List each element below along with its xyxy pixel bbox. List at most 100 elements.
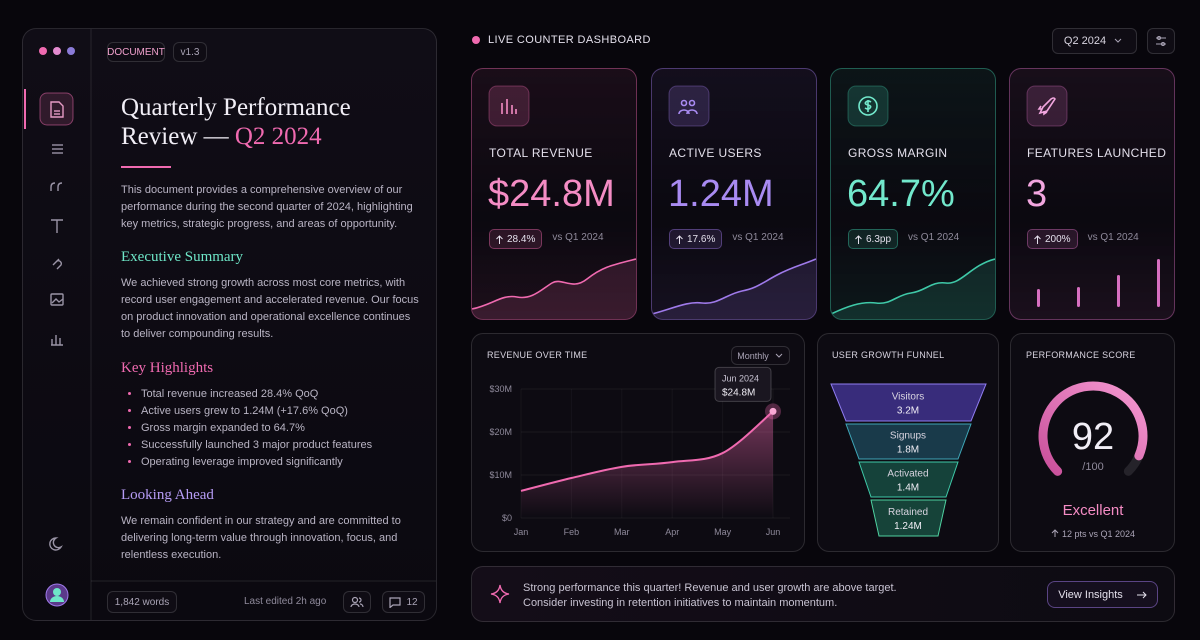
up-arrow <box>676 234 683 244</box>
x-tick-label: Jun <box>766 527 781 537</box>
y-tick-label: $10M <box>489 470 512 480</box>
up-arrow <box>855 234 862 244</box>
dot <box>67 47 75 55</box>
tooltip-box <box>714 366 772 402</box>
kpi-label: FEATURES LAUNCHED <box>1027 146 1167 160</box>
shape <box>490 584 510 604</box>
sparkline-area <box>472 259 636 319</box>
change-pill: 6.3pp <box>848 229 899 249</box>
collaborators-button[interactable] <box>343 591 371 613</box>
shape <box>775 353 783 358</box>
shape <box>52 258 62 270</box>
shape <box>50 101 64 118</box>
chevron <box>1114 38 1122 43</box>
dot <box>1157 36 1161 40</box>
version: v1.3 <box>173 42 207 62</box>
dot <box>53 588 61 596</box>
y-tick-label: $0 <box>502 513 512 523</box>
view-insights-button[interactable]: View Insights <box>1047 581 1158 608</box>
shape <box>51 298 64 304</box>
funnel-title: USER GROWTH FUNNEL <box>832 350 945 360</box>
filter-button[interactable] <box>1147 28 1175 54</box>
score-rating: Excellent <box>1063 502 1125 519</box>
arrow-path <box>1034 234 1041 244</box>
badge: DOCUMENT <box>107 42 165 62</box>
revenue-chart: $0 $10M $20M $30M Jan Feb Mar Apr May Jun Jun 2024… <box>489 366 790 537</box>
interval: Monthly <box>737 350 769 361</box>
sparkline-area <box>652 259 816 319</box>
x-tick-label: Jan <box>514 527 529 537</box>
revenue-card: REVENUE OVER TIME Monthly $0 $10M $20M $30M… <box>471 333 805 552</box>
arrow-path <box>855 234 862 244</box>
funnel: Visitors 3.2M Signups 1.8M Activated 1.4M Reta… <box>830 383 987 537</box>
highlight-item: Gross margin expanded to 64.7% <box>141 420 431 437</box>
score-max: /100 <box>1082 461 1103 473</box>
kpi-label: ACTIVE USERS <box>669 146 762 160</box>
kpi-card: GROSS MARGIN 64.7% 6.3pp vs Q1 2024 <box>830 68 996 320</box>
y-tick-label: $20M <box>489 427 512 437</box>
score-value: 92 <box>1072 416 1114 458</box>
shape <box>24 89 26 129</box>
point <box>769 407 777 415</box>
gauge: 92/100 Excellent 12 pts vs Q1 2024 <box>1038 381 1148 539</box>
kpi-card: TOTAL REVENUE $24.8M 28.4% vs Q1 2024 <box>471 68 637 320</box>
x-tick-label: Mar <box>614 527 630 537</box>
highlight-item: Operating leverage improved significantl… <box>141 454 431 471</box>
change-value: 28.4% <box>507 233 536 245</box>
funnel-stage <box>845 423 972 460</box>
shape <box>1114 38 1122 43</box>
interval-select[interactable]: Monthly <box>731 346 790 365</box>
insight-line: Consider investing in retention initiati… <box>523 597 838 609</box>
deco-bar <box>1077 287 1080 307</box>
shape <box>50 101 64 118</box>
icon-path <box>1037 97 1056 116</box>
highlight-item: Successfully launched 3 major product fe… <box>141 437 431 454</box>
shape <box>50 596 64 602</box>
window-chrome <box>24 29 436 620</box>
title-text: Quarterly Performance Review — <box>121 94 351 150</box>
section-heading: Key Highlights <box>121 360 214 376</box>
kpi-label: GROSS MARGIN <box>848 146 948 160</box>
kpi-icon <box>678 99 698 115</box>
stage-value: 1.24M <box>894 521 922 532</box>
tooltip-title: Jun 2024 <box>722 373 759 383</box>
dot <box>53 47 61 55</box>
kpi-graphics <box>652 85 816 319</box>
shape <box>51 219 63 233</box>
funnel-stage <box>870 499 947 537</box>
period-select[interactable]: Q2 2024 <box>1052 28 1137 54</box>
funnel-stage <box>830 383 987 422</box>
up-arrow <box>1051 529 1059 537</box>
shape <box>49 537 63 551</box>
shape <box>350 597 364 608</box>
shape <box>389 596 402 608</box>
icon-box <box>1026 85 1068 127</box>
icon-path <box>678 99 698 115</box>
insight-banner: Strong performance this quarter! Revenue… <box>471 566 1175 622</box>
stage-value: 3.2M <box>897 406 919 417</box>
arrow-path <box>676 234 683 244</box>
up-arrow <box>496 234 503 244</box>
highlight-list: Total revenue increased 28.4% QoQActive … <box>123 386 431 471</box>
gauge-value <box>1038 381 1148 476</box>
sparkle-icon <box>490 584 510 604</box>
shape <box>39 92 74 126</box>
dot <box>472 36 480 44</box>
comments-button[interactable]: 12 <box>382 591 425 613</box>
chevron <box>775 353 783 358</box>
kpi-value: $24.8M <box>488 173 615 215</box>
kpi-label: TOTAL REVENUE <box>489 146 593 160</box>
arrow-icon <box>1136 591 1147 598</box>
section-body: We remain confident in our strategy and … <box>121 515 401 561</box>
filter-icon <box>1156 36 1166 46</box>
stage-value: 1.8M <box>897 445 919 456</box>
sparkline <box>652 258 816 315</box>
section-heading: Looking Ahead <box>121 487 214 503</box>
dot <box>351 596 359 604</box>
deco-bar <box>1157 259 1160 307</box>
kpi-value: 64.7% <box>847 173 955 215</box>
sparkline <box>831 258 995 315</box>
comment-icon <box>389 596 402 608</box>
compare-text: vs Q1 2024 <box>908 232 960 243</box>
